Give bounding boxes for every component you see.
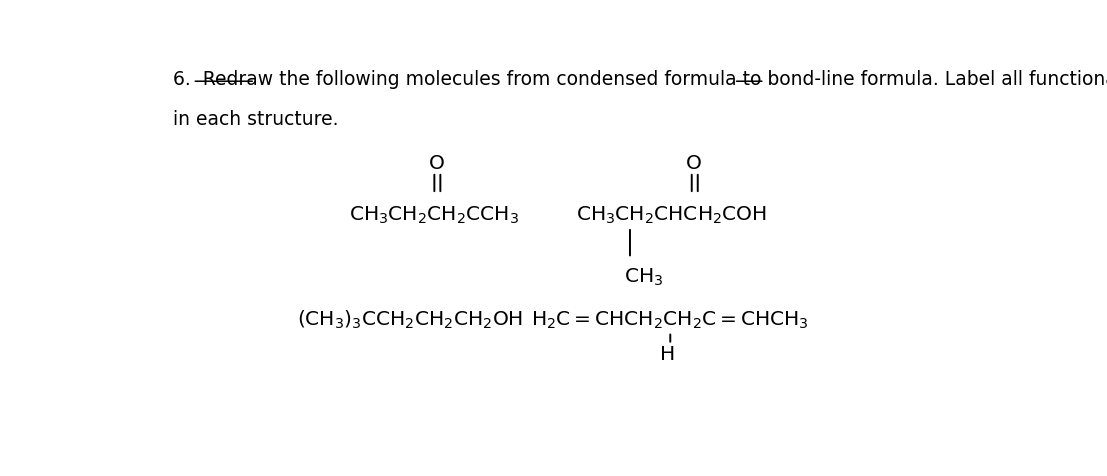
Text: in each structure.: in each structure. bbox=[173, 110, 339, 129]
Text: $\mathregular{CH_3CH_2CHCH_2COH}$: $\mathregular{CH_3CH_2CHCH_2COH}$ bbox=[576, 204, 767, 226]
Text: $\mathregular{H_2C=CHCH_2CH_2C=CHCH_3}$: $\mathregular{H_2C=CHCH_2CH_2C=CHCH_3}$ bbox=[531, 309, 809, 330]
Text: H: H bbox=[660, 345, 675, 364]
Text: O: O bbox=[686, 154, 702, 173]
Text: 6.  Redraw the following molecules from condensed formula to bond-line formula. : 6. Redraw the following molecules from c… bbox=[173, 70, 1107, 89]
Text: $\mathregular{(CH_3)_3CCH_2CH_2CH_2OH}$: $\mathregular{(CH_3)_3CCH_2CH_2CH_2OH}$ bbox=[297, 307, 524, 330]
Text: $\mathregular{CH_3}$: $\mathregular{CH_3}$ bbox=[624, 267, 663, 288]
Text: $\mathregular{CH_3CH_2CH_2CCH_3}$: $\mathregular{CH_3CH_2CH_2CCH_3}$ bbox=[349, 204, 518, 226]
Text: O: O bbox=[430, 154, 445, 173]
